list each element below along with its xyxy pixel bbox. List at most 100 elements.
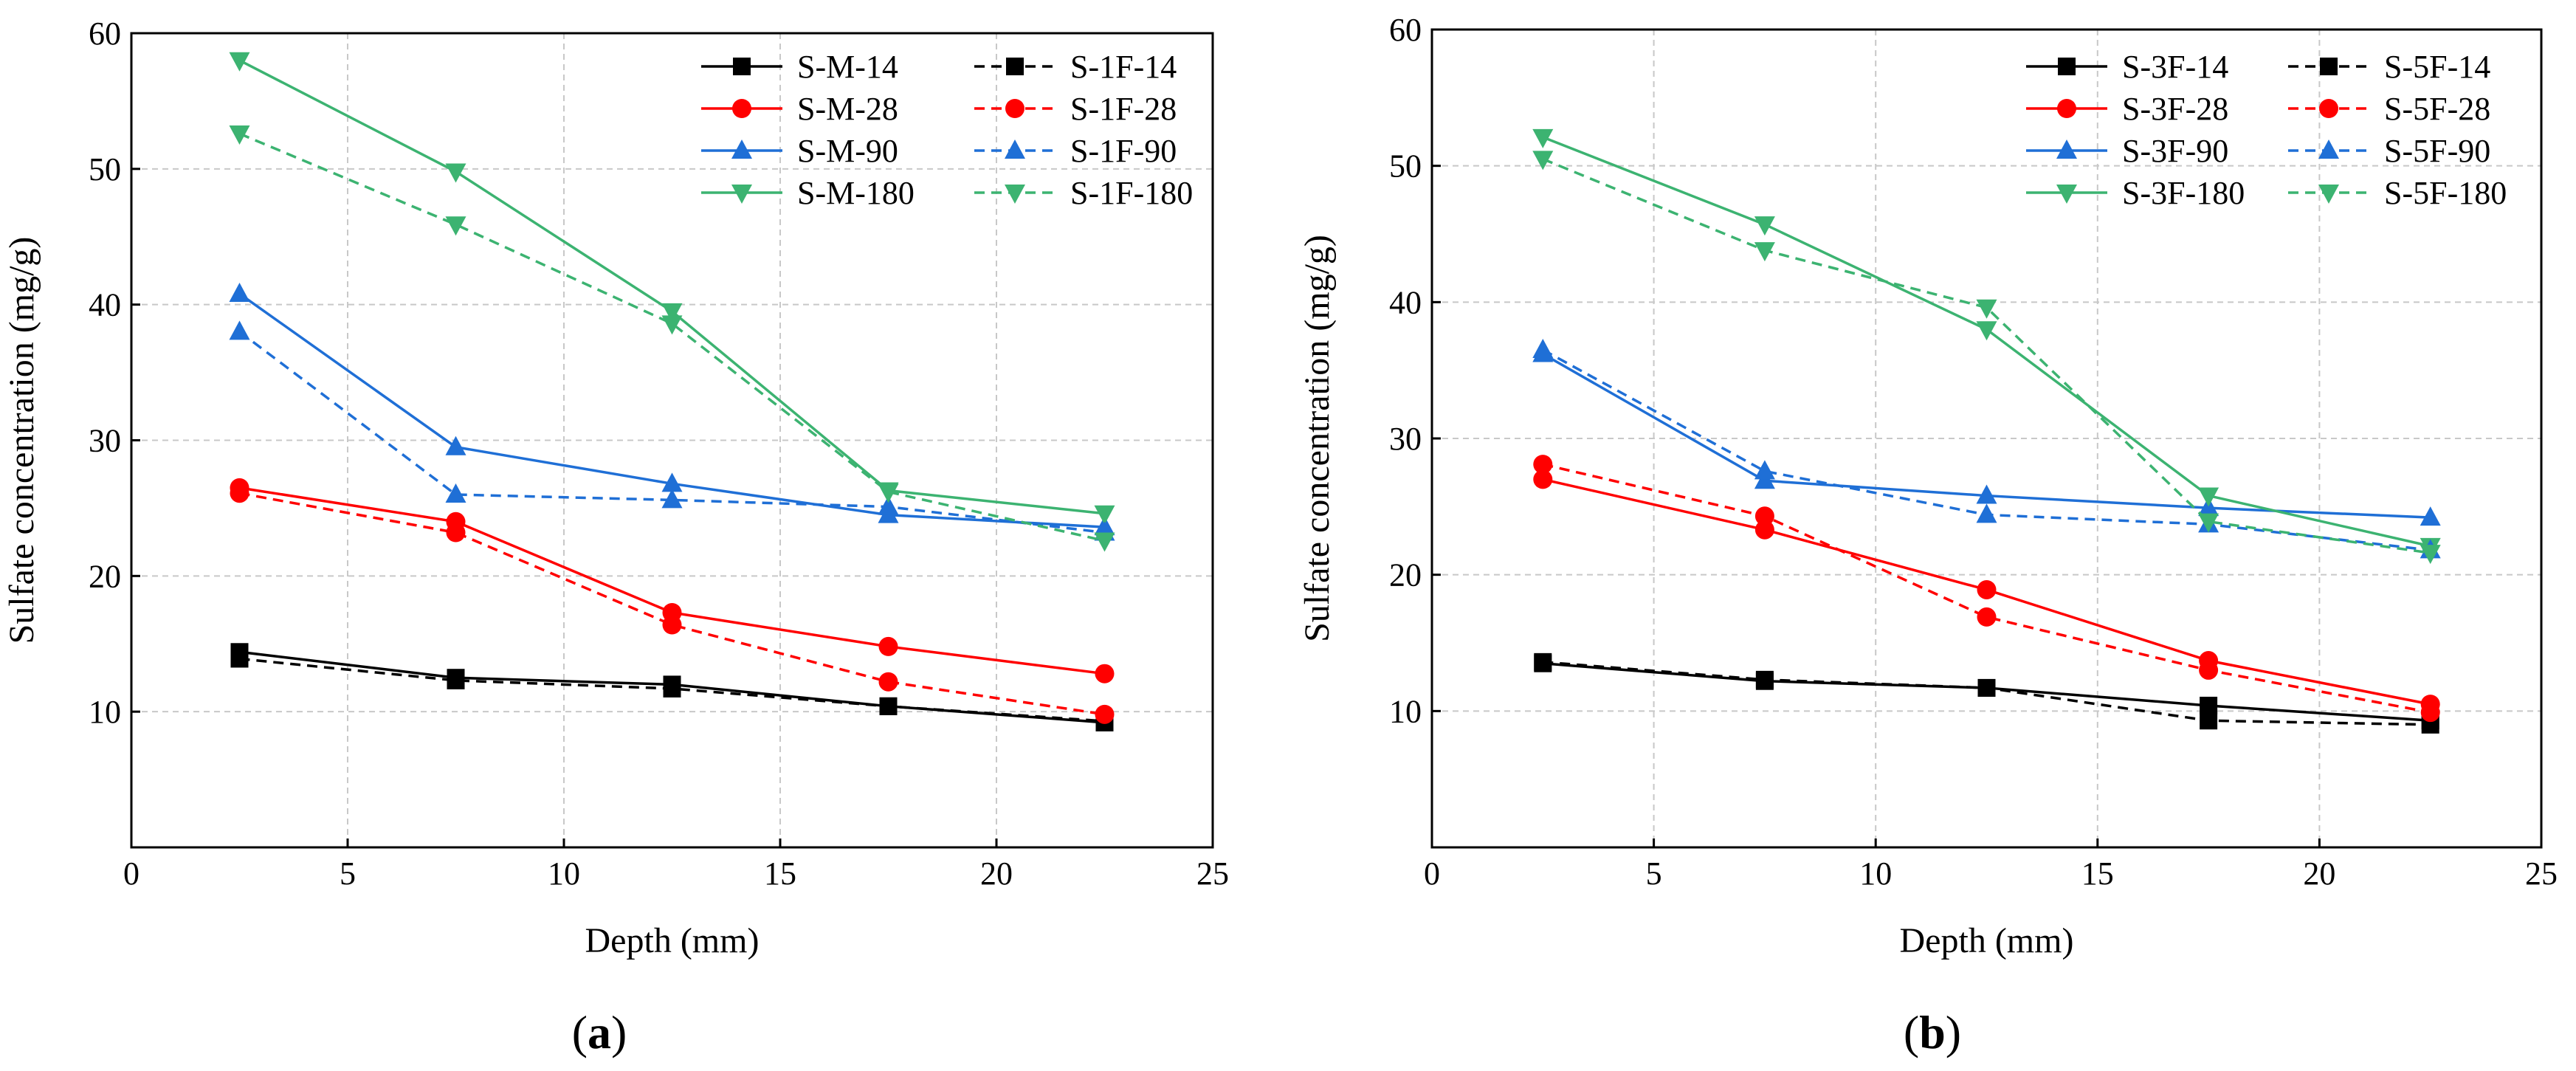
- data-point-S-M-90: [445, 435, 466, 455]
- data-point-S-1F-90: [661, 489, 683, 509]
- data-point-S-M-180: [229, 52, 250, 72]
- data-point-S-5F-28: [2420, 703, 2440, 723]
- legend-marker-S-5F-180: [2318, 185, 2339, 204]
- legend-label-S-5F-28: S-5F-28: [2384, 91, 2490, 127]
- data-point-S-5F-28: [1533, 455, 1553, 475]
- data-point-S-5F-90: [1976, 503, 1997, 523]
- series-line-S-5F-180: [1542, 157, 2431, 554]
- y-tick-label: 40: [1389, 284, 1422, 320]
- data-point-S-5F-14: [1534, 652, 1552, 671]
- legend-marker-S-1F-14: [1006, 58, 1024, 75]
- data-point-S-5F-14: [1977, 678, 1996, 697]
- y-tick-label: 20: [1389, 557, 1422, 593]
- series-line-S-M-28: [239, 486, 1105, 675]
- data-point-S-1F-28: [230, 483, 249, 503]
- legend-marker-S-M-14: [733, 58, 751, 75]
- x-tick-label: 5: [340, 855, 356, 892]
- data-point-S-1F-90: [878, 495, 899, 515]
- data-point-S-1F-180: [878, 483, 899, 503]
- y-tick-label: 30: [1389, 421, 1422, 457]
- y-tick-label: 50: [1389, 148, 1422, 185]
- panel-label-part: b: [1919, 1006, 1946, 1058]
- x-tick-label: 5: [1646, 855, 1662, 892]
- y-tick-label: 60: [89, 16, 121, 52]
- data-point-S-1F-180: [1094, 532, 1115, 552]
- legend-label-S-5F-180: S-5F-180: [2384, 175, 2507, 211]
- data-point-S-M-28: [1095, 664, 1115, 683]
- series-line-S-1F-28: [239, 492, 1105, 716]
- data-point-S-5F-180: [1754, 242, 1775, 262]
- legend-label-S-5F-90: S-5F-90: [2384, 133, 2490, 169]
- legend-label-S-1F-180: S-1F-180: [1070, 175, 1193, 211]
- data-point-S-M-90: [229, 282, 250, 302]
- panel-label-part: a: [588, 1006, 611, 1058]
- legend-label-S-M-90: S-M-90: [797, 133, 898, 169]
- data-point-S-5F-180: [2420, 545, 2441, 565]
- y-axis-label: Sulfate concentration (mg/g): [1298, 235, 1337, 642]
- legend-marker-S-3F-14: [2058, 58, 2076, 75]
- legend-marker-S-1F-180: [1005, 185, 1025, 204]
- legend-marker-S-M-90: [731, 140, 752, 159]
- data-point-S-5F-28: [1977, 607, 1997, 627]
- data-point-S-1F-90: [445, 483, 466, 503]
- data-point-S-5F-14: [2200, 712, 2218, 730]
- data-point-S-1F-14: [447, 671, 465, 689]
- y-tick-label: 10: [1389, 693, 1422, 729]
- data-point-S-1F-28: [878, 672, 898, 692]
- legend-marker-S-3F-28: [2057, 99, 2076, 118]
- data-point-S-3F-180: [2198, 487, 2219, 507]
- legend-label-S-5F-14: S-5F-14: [2384, 49, 2490, 85]
- data-point-S-1F-14: [663, 679, 681, 698]
- data-point-S-M-90: [661, 472, 683, 492]
- data-point-S-3F-90: [1976, 484, 1997, 504]
- legend-label-S-1F-90: S-1F-90: [1070, 133, 1177, 169]
- data-point-S-M-180: [1094, 505, 1115, 525]
- x-tick-label: 10: [548, 855, 580, 892]
- chart-panel-a: 0 5 10 15 20 25 10 20 30 40 50 60 Depth (mm) Sulfate …: [2, 16, 1229, 1058]
- data-point-S-3F-14: [2200, 696, 2218, 714]
- x-tick-label: 10: [1859, 855, 1892, 892]
- data-point-S-3F-28: [1754, 520, 1774, 540]
- data-point-S-5F-90: [1754, 460, 1775, 480]
- data-point-S-3F-28: [1977, 579, 1997, 599]
- legend-label-S-3F-28: S-3F-28: [2122, 91, 2228, 127]
- data-point-S-1F-180: [445, 216, 466, 236]
- legend-marker-S-5F-14: [2320, 58, 2338, 75]
- x-tick-label: 15: [764, 855, 796, 892]
- panel-label: (b): [1904, 1006, 1961, 1058]
- data-point-S-M-180: [661, 303, 683, 323]
- panel-label-part: (: [1904, 1006, 1919, 1058]
- x-tick-label: 0: [1424, 855, 1440, 892]
- data-point-S-M-180: [445, 163, 466, 183]
- legend-label-S-3F-90: S-3F-90: [2122, 133, 2228, 169]
- legend-label-S-3F-14: S-3F-14: [2122, 49, 2228, 85]
- legend-marker-S-5F-90: [2318, 140, 2339, 159]
- legend-label-S-M-180: S-M-180: [797, 175, 915, 211]
- data-point-S-1F-28: [446, 523, 466, 543]
- data-point-S-3F-180: [1754, 216, 1775, 236]
- legend-marker-S-1F-90: [1005, 140, 1025, 159]
- chart-panel-b: 0 5 10 15 20 25 10 20 30 40 50 60 Depth (mm) Sulfate …: [1298, 12, 2558, 1058]
- legend-marker-S-3F-90: [2056, 140, 2077, 159]
- legend-marker-S-1F-28: [1005, 99, 1024, 118]
- data-point-S-5F-14: [1755, 670, 1774, 689]
- panel-label: (a): [572, 1006, 627, 1058]
- legend-marker-S-M-180: [731, 185, 752, 204]
- data-point-S-1F-180: [661, 315, 683, 335]
- y-tick-label: 60: [1389, 12, 1422, 48]
- x-tick-label: 20: [980, 855, 1013, 892]
- panel-label-part: ): [611, 1006, 627, 1058]
- y-tick-label: 20: [89, 558, 121, 594]
- data-point-S-1F-14: [230, 650, 249, 668]
- data-point-S-5F-28: [1754, 506, 1774, 526]
- x-tick-label: 0: [123, 855, 140, 892]
- y-tick-label: 30: [89, 423, 121, 459]
- data-point-S-1F-28: [662, 615, 682, 635]
- data-point-S-5F-90: [1532, 338, 1554, 358]
- x-tick-label: 20: [2303, 855, 2335, 892]
- legend-marker-S-5F-28: [2319, 99, 2338, 118]
- legend-label-S-3F-180: S-3F-180: [2122, 175, 2245, 211]
- data-point-S-1F-14: [879, 697, 898, 715]
- data-point-S-3F-180: [1532, 128, 1554, 148]
